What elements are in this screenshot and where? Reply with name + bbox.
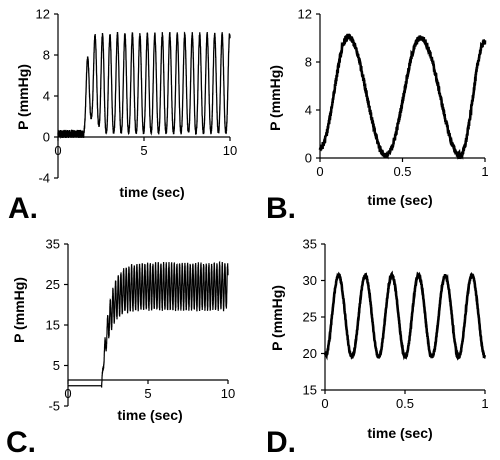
panel-a: -4 0 4 8 12 0 5 10 P (mmHg) time (sec) A. [8, 7, 237, 226]
panel-b-x-axis: 0 0.5 1 [316, 157, 489, 179]
panel-d-x-tick-label: 0 [321, 396, 328, 411]
panel-a-y-axis-label: P (mmHg) [15, 64, 31, 130]
panel-d-x-axis-label: time (sec) [367, 425, 432, 441]
panel-c-x-tick-label: 0 [64, 386, 71, 401]
panel-a-y-tick-label: -4 [38, 171, 50, 186]
panel-c-x-axis: 0 5 10 [64, 379, 235, 401]
panel-c-series-line [68, 260, 229, 388]
panel-b-y-tick-label: 12 [298, 7, 312, 22]
panel-d-series-line [323, 270, 486, 361]
panel-c-y-tick-label: 5 [53, 358, 60, 373]
panel-a-y-tick-label: 12 [36, 7, 50, 22]
panel-b-x-tick-label: 0 [316, 164, 323, 179]
panel-b-y-tick-label: 0 [305, 151, 312, 166]
panel-b-series-line [318, 33, 487, 160]
panel-a-label: A. [8, 192, 38, 225]
panel-a-series-line [57, 31, 231, 139]
panel-d-y-tick-label: 20 [303, 346, 317, 361]
panel-b-y-axis: 0 4 8 12 [298, 7, 321, 166]
panel-d-label: D. [266, 426, 296, 459]
panel-a-x-tick-label: 0 [54, 143, 61, 158]
panel-c-label: C. [6, 426, 36, 459]
panel-d-y-tick-label: 30 [303, 273, 317, 288]
panel-b-y-tick-label: 4 [305, 103, 312, 118]
panel-a-y-tick-label: 4 [43, 89, 50, 104]
panel-d-x-tick-label: 1 [481, 396, 488, 411]
panel-d-y-tick-label: 35 [303, 237, 317, 252]
panel-a-y-tick-label: 8 [43, 48, 50, 63]
panel-b-x-axis-label: time (sec) [367, 192, 432, 208]
panel-b-x-tick-label: 1 [481, 164, 488, 179]
panel-c-y-axis-label: P (mmHg) [11, 277, 27, 343]
panel-c-x-tick-label: 10 [221, 386, 235, 401]
panel-a-x-axis: 0 5 10 [54, 136, 237, 158]
panel-d-y-tick-label: 15 [303, 383, 317, 398]
panel-a-y-axis: -4 0 4 8 12 [36, 7, 59, 186]
panel-a-x-tick-label: 5 [140, 143, 147, 158]
panel-c-x-tick-label: 5 [144, 386, 151, 401]
panel-a-x-axis-label: time (sec) [119, 184, 184, 200]
panel-a-x-tick-label: 10 [223, 143, 237, 158]
panel-c-y-tick-label: 35 [46, 237, 60, 252]
panel-d-y-axis-label: P (mmHg) [269, 285, 285, 351]
panel-b-y-tick-label: 8 [305, 55, 312, 70]
panel-d-y-tick-label: 25 [303, 310, 317, 325]
panel-a-y-tick-label: 0 [43, 130, 50, 145]
panel-b-label: B. [266, 192, 296, 225]
panel-c-y-tick-label: 25 [46, 277, 60, 292]
panel-d-y-axis: 15 20 25 30 35 [303, 237, 326, 398]
panel-c-y-tick-label: 15 [46, 318, 60, 333]
panel-d-x-tick-label: 0.5 [396, 396, 414, 411]
panel-c-y-tick-label: -5 [48, 399, 60, 414]
panel-b-y-axis-label: P (mmHg) [267, 65, 283, 131]
panel-c-y-axis: -5 5 15 25 35 [46, 237, 69, 414]
panel-c-x-axis-label: time (sec) [117, 407, 182, 423]
panel-d-x-axis: 0 0.5 1 [321, 389, 489, 411]
panel-b-x-tick-label: 0.5 [393, 164, 411, 179]
